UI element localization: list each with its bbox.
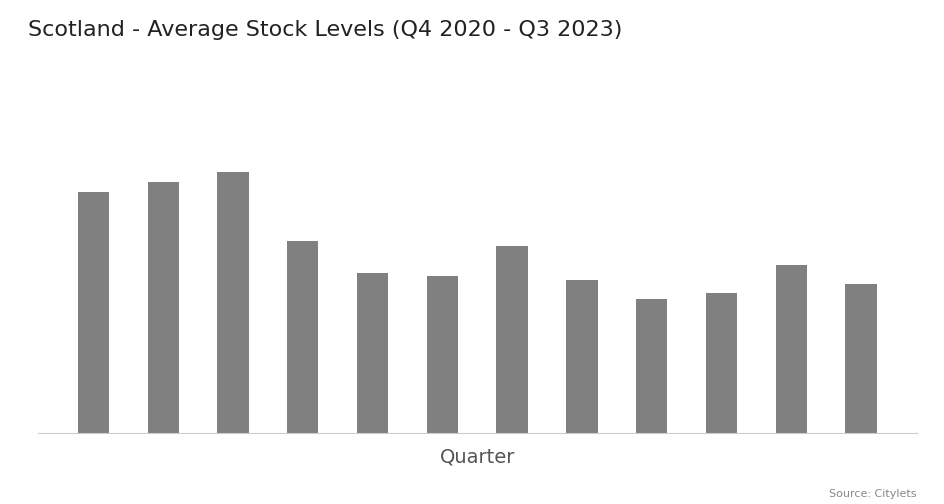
Bar [565, 280, 597, 433]
Bar [844, 284, 876, 433]
Bar [496, 246, 528, 433]
Bar [147, 182, 178, 433]
X-axis label: Quarter: Quarter [439, 448, 514, 466]
Bar [217, 172, 248, 433]
Bar [705, 293, 736, 433]
Bar [287, 240, 318, 433]
Text: Scotland - Average Stock Levels (Q4 2020 - Q3 2023): Scotland - Average Stock Levels (Q4 2020… [28, 20, 622, 40]
Bar [77, 192, 110, 433]
Bar [775, 265, 806, 433]
Bar [426, 276, 458, 433]
Text: Source: Citylets: Source: Citylets [828, 489, 916, 499]
Bar [357, 273, 388, 433]
Bar [635, 299, 666, 433]
